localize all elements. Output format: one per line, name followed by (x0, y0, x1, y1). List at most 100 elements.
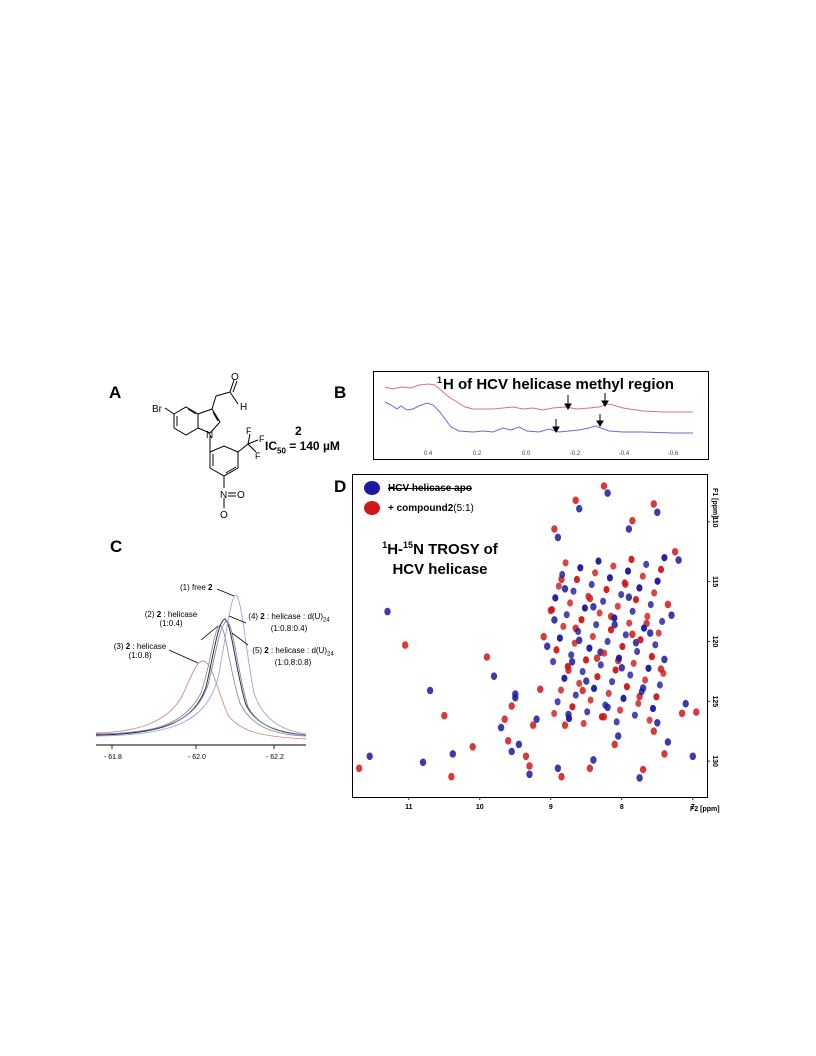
peak-compound (586, 764, 594, 773)
panel-b-title: H of HCV helicase methyl region (443, 376, 674, 393)
peak-cluster-point (623, 683, 630, 691)
peak-cluster-point (584, 708, 591, 716)
peak-cluster-point (611, 614, 618, 622)
peak-cluster-point (650, 704, 656, 713)
annot-5-b: 2 (264, 646, 269, 655)
peak-cluster-point (613, 718, 620, 726)
panel-b-spectrum: 1 H of HCV helicase methyl region 0.4 0.2… (373, 371, 709, 460)
peak-apo (576, 636, 583, 645)
peak-cluster-point (577, 564, 584, 572)
ic50-prefix: IC (265, 439, 277, 453)
peak-cluster-point (579, 668, 586, 676)
peak-cluster-point (646, 716, 653, 724)
peak-cluster-point (630, 659, 637, 667)
peak-apo (419, 758, 427, 767)
peak-apo (533, 715, 540, 723)
peak-compound (693, 708, 700, 716)
peak-5 (95, 620, 307, 736)
b-tick-label: 0.4 (424, 451, 433, 457)
peak-cluster-point (553, 646, 560, 654)
atom-o-nitro1: O (237, 490, 245, 501)
peak-cluster-point (660, 669, 667, 677)
annot-2: (2) 2 : helicase (1:0.4) (142, 610, 200, 628)
legend-compound-marker (364, 501, 380, 515)
peak-apo (583, 677, 590, 685)
peak-cluster-point (614, 602, 621, 610)
peak-cluster-point (561, 674, 568, 682)
peak-cluster-point (621, 579, 628, 587)
peak-cluster-point (593, 621, 600, 629)
peak-compound (441, 711, 448, 720)
panel-a-label: A (109, 383, 122, 402)
peak-apo (384, 607, 391, 616)
peak-apo (654, 508, 661, 517)
y-tick-label: 110 (711, 516, 718, 527)
peak-cluster-point (601, 649, 608, 657)
peak-compound (650, 727, 657, 735)
panel-d-title: 1H-15N TROSY of HCV helicase (370, 535, 510, 580)
peak-cluster-point (661, 554, 668, 562)
peak-cluster-point (587, 696, 594, 704)
peak-cluster-point (585, 592, 592, 600)
y-tick-label: 125 (711, 695, 718, 707)
panel-d-label: D (334, 477, 347, 496)
peak-apo (554, 533, 562, 542)
ic50-number: = 140 µM (285, 439, 340, 453)
peak-compound (664, 600, 672, 609)
peak-cluster-point (586, 644, 593, 652)
x-tick-label: 8 (620, 804, 624, 811)
panel-b-title-sup: 1 (437, 375, 442, 385)
peak-compound (508, 702, 515, 710)
peak-compound (540, 632, 547, 641)
peak-cluster-point (592, 569, 599, 577)
peak-cluster-point (594, 673, 601, 681)
peak-apo (590, 603, 597, 611)
annot-3-a: (3) (113, 642, 126, 651)
annot-2-b: 2 (156, 610, 162, 619)
peak-cluster-point (653, 693, 660, 701)
peak-compound (469, 743, 476, 751)
annot-4-c: : helicase : d(U) (264, 612, 323, 621)
b-tick-label: -0.4 (619, 451, 630, 457)
peak-cluster-point (658, 565, 664, 574)
peak-cluster-point (636, 584, 643, 592)
legend-apo-marker (364, 481, 380, 495)
title-sup1: 1 (382, 540, 388, 550)
peak-4 (95, 618, 307, 736)
annot-3-d: (1:0.8) (128, 651, 152, 660)
peak-cluster-point (563, 611, 570, 619)
peak-apo (449, 750, 456, 758)
peak-compound (551, 525, 558, 533)
peak-compound (355, 764, 363, 773)
peak-apo (544, 642, 551, 651)
atom-f3: F (255, 451, 261, 461)
peak-apo (490, 672, 498, 680)
peak-cluster-point (616, 654, 622, 662)
peak-apo (590, 756, 597, 764)
peak-apo (576, 504, 583, 513)
peak-compound (593, 654, 601, 662)
spectrum-blue (384, 401, 693, 434)
peak-compound (671, 548, 679, 556)
annot-1-b: 2 (208, 583, 213, 592)
peak-apo (675, 556, 682, 564)
peak-cluster-point (644, 612, 651, 620)
peak-cluster-point (551, 709, 558, 718)
peak-compound (537, 685, 544, 694)
peak-cluster-point (559, 570, 566, 579)
x-axis-label: F2 [ppm] (690, 806, 720, 813)
peak-cluster-point (595, 557, 602, 565)
peak-cluster (548, 554, 668, 728)
atom-br: Br (152, 404, 163, 415)
peak-cluster-point (610, 562, 617, 570)
ic50-sub: 50 (277, 446, 286, 456)
peak-cluster-point (608, 626, 614, 634)
legend-compound-tail: (5:1) (453, 502, 474, 514)
annot-1: (1) free 2 (180, 583, 212, 592)
peak-apo (551, 616, 558, 624)
panel-c-label: C (110, 537, 123, 556)
annot-4-d: (1:0.8:0.4) (270, 623, 308, 633)
atom-h: H (240, 402, 247, 413)
atom-n-indole: N (206, 430, 213, 441)
peak-apo (366, 752, 373, 761)
